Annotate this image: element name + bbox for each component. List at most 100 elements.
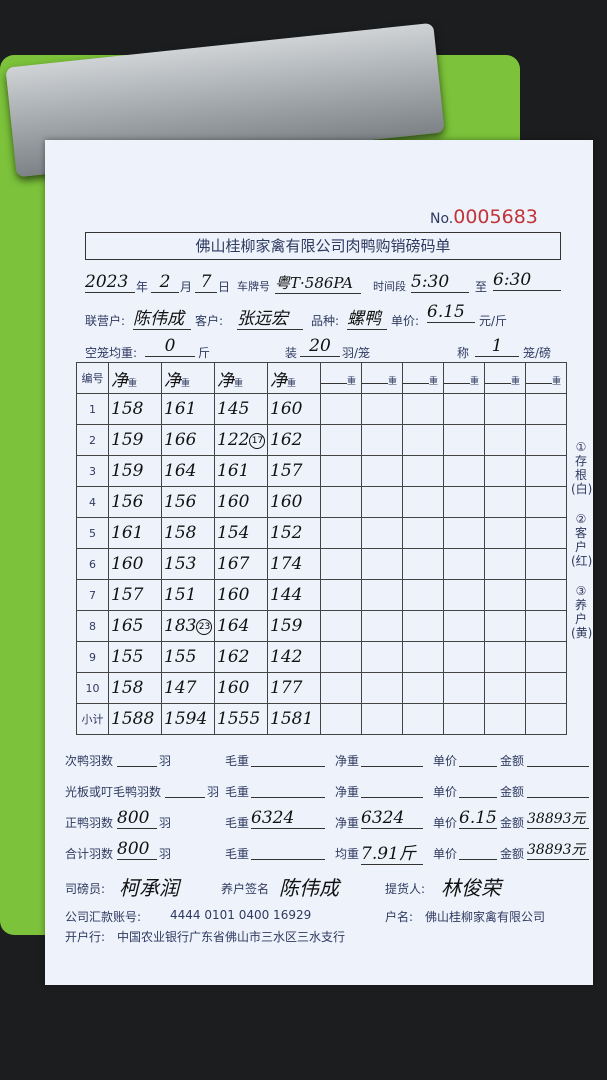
unit-price-label: 单价 <box>433 816 458 830</box>
subtotal-value: 1581 <box>270 709 314 729</box>
net-weight: 6324 <box>361 808 423 829</box>
weight-cell <box>320 393 362 425</box>
weight-value: 164 <box>217 616 250 636</box>
weight-cell: 164 <box>214 610 268 642</box>
account-number: 4444 0101 0400 16929 <box>170 908 312 922</box>
weight-cell <box>484 672 526 704</box>
net-label: 净重 <box>335 785 360 799</box>
weight-value: 157 <box>270 461 303 481</box>
weight-value: 160 <box>270 492 303 512</box>
summary-label: 光板或叮毛鸭羽数 <box>65 785 162 799</box>
copy-label-red: ②客户(红) <box>571 512 593 568</box>
copy-label-yellow: ③养户(黄) <box>571 584 593 640</box>
weight-cell <box>484 486 526 518</box>
weight-cell <box>402 424 444 456</box>
weight-value: 144 <box>270 585 303 605</box>
header-blank <box>321 382 347 384</box>
row-no: 1 <box>76 393 109 425</box>
weight-cell <box>320 641 362 673</box>
subtotal-cell <box>402 703 444 735</box>
weight-cell <box>484 455 526 487</box>
day: 7 <box>195 272 217 293</box>
header-net-weight: 重 <box>525 362 567 394</box>
weight-cell <box>320 610 362 642</box>
summary-count <box>165 777 205 798</box>
amount <box>527 746 589 767</box>
weight-cell: 160 <box>267 393 321 425</box>
weight-cell <box>402 393 444 425</box>
form-title: 佛山桂柳家禽有限公司肉鸭购销磅码单 <box>85 232 561 260</box>
to-label: 至 <box>475 280 488 294</box>
cage-weight-label: 空笼均重: <box>85 346 138 360</box>
header-net-weight: 净重 <box>161 362 215 394</box>
weight-value: 165 <box>111 616 144 636</box>
weight-cell: 160 <box>214 579 268 611</box>
subtotal-cell <box>484 703 526 735</box>
cage-weight: 0 <box>145 336 195 357</box>
weight-value: 164 <box>164 461 197 481</box>
operator-label: 联营户: <box>85 314 126 328</box>
header-blank <box>362 382 388 384</box>
summary-label: 正鸭羽数 <box>65 816 114 830</box>
weight-value: 151 <box>164 585 197 605</box>
header-print: 重 <box>511 376 521 387</box>
row-no: 3 <box>76 455 109 487</box>
weight-cell <box>525 579 567 611</box>
weight-table: 编号 净重 净重 净重 净重重重重重重重 1 158 161 145 160 2 159 166 122 1… <box>76 362 567 735</box>
weight-cell: 147 <box>161 672 215 704</box>
month: 2 <box>151 272 179 293</box>
header-net-weight: 净重 <box>214 362 268 394</box>
weight-cell: 155 <box>161 641 215 673</box>
weight-cell: 158 <box>161 517 215 549</box>
unit-price-label: 单价 <box>433 847 458 861</box>
weight-cell <box>320 486 362 518</box>
operator: 陈伟成 <box>133 304 191 330</box>
amount-label: 金额 <box>500 816 525 830</box>
header-net-weight: 重 <box>402 362 444 394</box>
weight-cell <box>320 424 362 456</box>
weight-value: 155 <box>111 647 144 667</box>
weight-cell <box>443 579 485 611</box>
weight-cell <box>443 486 485 518</box>
weight-cell: 155 <box>108 641 162 673</box>
header-net-weight: 重 <box>320 362 362 394</box>
summary-unit: 羽 <box>207 785 220 799</box>
gross-weight <box>251 839 325 860</box>
weigh-label: 称 <box>457 346 470 360</box>
header-hand: 净 <box>111 370 128 391</box>
net-label: 均重 <box>335 847 360 861</box>
header-no: 编号 <box>76 362 109 394</box>
weight-cell: 183 23 <box>161 610 215 642</box>
weight-cell <box>484 424 526 456</box>
weight-value: 156 <box>111 492 144 512</box>
weight-cell <box>361 486 403 518</box>
circled-count: 17 <box>249 432 266 449</box>
gross-label: 毛重 <box>225 847 250 861</box>
weight-cell <box>402 641 444 673</box>
header-blank <box>485 382 511 384</box>
header-net-weight: 重 <box>361 362 403 394</box>
weight-cell <box>525 455 567 487</box>
unit-price <box>459 777 497 798</box>
weight-cell <box>525 610 567 642</box>
weight-cell <box>484 548 526 580</box>
header-net-weight: 净重 <box>108 362 162 394</box>
weight-cell: 122 17 <box>214 424 268 456</box>
subtotal-cell: 1555 <box>214 703 268 735</box>
summary-count: 800 <box>117 808 157 829</box>
weight-value: 166 <box>164 430 197 450</box>
day-label: 日 <box>218 280 231 294</box>
weight-cell <box>443 548 485 580</box>
weight-cell <box>320 672 362 704</box>
weight-value: 158 <box>164 523 197 543</box>
summary-label: 次鸭羽数 <box>65 754 114 768</box>
weight-value: 158 <box>111 678 144 698</box>
time-to: 6:30 <box>493 270 561 291</box>
weight-cell: 162 <box>267 424 321 456</box>
weight-cell: 159 <box>267 610 321 642</box>
weight-value: 162 <box>270 430 303 450</box>
weight-cell: 160 <box>214 672 268 704</box>
weight-cell: 159 <box>108 455 162 487</box>
net-label: 净重 <box>335 754 360 768</box>
row-no: 5 <box>76 517 109 549</box>
